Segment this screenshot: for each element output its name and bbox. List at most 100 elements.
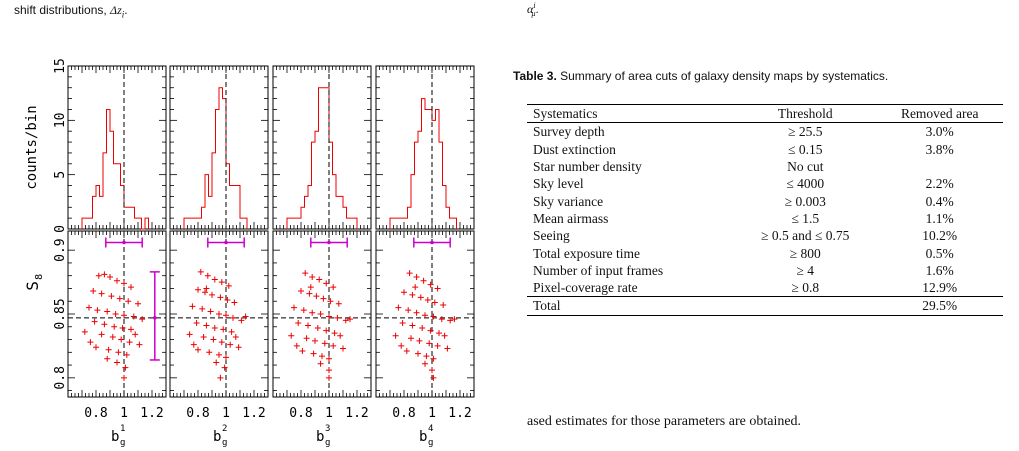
x-tick-label: 1 [120,406,128,421]
x-axis-label-sup: 1 [120,424,125,434]
scatter-point [417,294,424,301]
scatter-point [320,295,327,302]
errorbar-center [224,240,228,245]
scatter-point [307,284,314,291]
table-total-row: Total 29.5% [527,296,1003,316]
table-caption: Table 3. Summary of area cuts of galaxy … [513,69,1013,83]
scatter-point [416,337,423,344]
histogram-step [286,87,358,229]
scatter-point [204,272,211,279]
scatter-point [195,346,201,353]
scatter-point [213,359,220,366]
x-tick-label: 0.8 [392,406,415,421]
scatter-point [303,335,310,342]
scatter-point [242,313,249,320]
scatter-point [223,312,229,319]
histogram-frame [272,65,372,230]
scatter-point [321,340,328,347]
fragment-tail: . [124,3,128,17]
scatter-point [128,284,134,291]
scatter-point [419,325,426,332]
scatter-point [199,305,206,312]
scatter-point [216,311,222,317]
histogram-step [183,87,248,229]
systematic-name: Mean airmass [533,210,609,226]
scatter-point [114,277,120,284]
table-row: Survey depth ≥ 25.5 3.0% [527,123,1003,141]
scatter-point [108,293,115,300]
scatter-point [119,325,126,332]
errorbar-center [153,316,157,320]
table-row: Star number density No cut [527,158,1003,175]
scatter-point [125,298,132,305]
scatter-point [115,349,122,356]
scatter-point [330,284,337,291]
table-row: Dust extinction ≤ 0.15 3.8% [527,141,1003,158]
x-tick-label: 1.2 [345,406,368,421]
scatter-point [288,332,295,339]
errorbar-center [430,240,434,245]
systematic-name: Number of input frames [533,262,664,278]
table-body: Survey depth ≥ 25.5 3.0% Dust extinction ≤ 0… [527,123,1003,297]
scatter-point [94,307,101,314]
scatter-point [313,293,320,300]
scatter-point [444,345,451,352]
alpha-sub: μ [531,9,536,19]
scatter-point [190,341,197,348]
scatter-point [109,333,116,340]
systematic-name: Pixel-coverage rate [533,280,638,296]
scatter-point [98,331,105,338]
scatter-point [302,270,309,277]
scatter-point [323,327,330,334]
x-tick-label: 0.8 [84,406,107,421]
x-axis-label-sup: 4 [428,424,433,434]
scatter-point [101,271,108,278]
scatter-point [413,273,420,280]
scatter-point [429,367,435,374]
threshold-value: ≤ 4000 [786,176,825,192]
scatter-point [128,326,134,333]
x-tick-label: 1 [428,406,436,421]
scatter-point [217,374,224,381]
scatter-point [227,341,234,348]
scatter-point [415,350,421,357]
x-tick-label: 1.2 [140,406,163,421]
scatter-point [211,325,218,332]
scatter-point [406,270,413,277]
header-threshold: Threshold [777,106,833,122]
table-row: Sky level ≤ 4000 2.2% [527,175,1003,192]
header-removed-area: Removed area [900,106,979,122]
scatter-point [423,353,430,360]
table-row: Seeing ≥ 0.5 and ≤ 0.75 10.2% [527,227,1003,244]
fragment-math-sub: i [121,9,125,20]
scatter-point [317,360,324,367]
scatter-point [330,342,337,349]
x-tick-label: 1 [222,406,230,421]
scatter-point [95,272,102,279]
x-tick-label: 0.8 [289,406,312,421]
scatter-point [326,374,332,381]
y-tick-label: 0 [53,225,68,233]
threshold-value: ≥ 0.5 and ≤ 0.75 [761,228,850,244]
scatter-point [130,313,137,320]
scatter-point [220,326,227,333]
scatter-point [334,314,341,321]
removed-area-value: 2.2% [925,176,954,192]
panel-3: 0.8 1 1.2 b 3 g [272,65,372,448]
table-caption-label: Table 3. [513,69,557,83]
x-axis-label-sub: g [428,438,433,448]
errorbar-center [327,240,331,245]
x-axis-label-sup: 3 [325,424,330,434]
threshold-value: ≥ 25.5 [788,124,823,140]
threshold-value: ≤ 1.5 [791,210,820,226]
scatter-point [398,342,405,349]
scatter-point [230,314,236,321]
scatter-point [426,340,433,347]
y-axis-label-s8: S [23,281,42,291]
scatter-point [203,285,210,292]
scatter-point [430,374,437,381]
systematic-name: Sky level [533,176,584,192]
scatter-point [401,289,407,296]
scatter-point [291,304,297,311]
histogram-frame [67,65,167,230]
